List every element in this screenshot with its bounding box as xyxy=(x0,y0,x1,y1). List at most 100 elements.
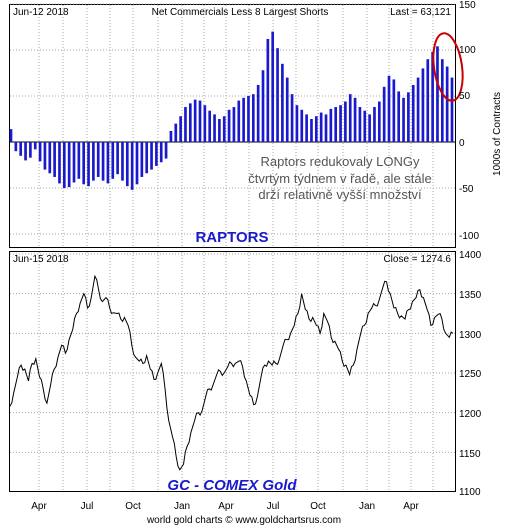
raptors-bar xyxy=(242,97,245,142)
bottom-y-tick: 1400 xyxy=(459,250,482,261)
raptors-bar xyxy=(179,116,182,142)
raptors-bar xyxy=(416,77,420,142)
raptors-bar xyxy=(184,107,187,142)
raptors-bar xyxy=(247,96,250,142)
raptors-bar xyxy=(116,142,119,175)
top-y-tick: 100 xyxy=(459,45,476,56)
raptors-bar xyxy=(285,77,289,142)
x-tick: Jan xyxy=(359,501,375,512)
raptors-bar xyxy=(387,75,391,142)
raptors-bar xyxy=(392,79,396,142)
bottom-y-tick: 1200 xyxy=(459,409,482,420)
raptors-bar xyxy=(397,91,401,142)
raptors-bar xyxy=(203,105,207,142)
raptors-bar xyxy=(377,101,381,142)
raptors-bar xyxy=(358,107,362,142)
raptors-bar xyxy=(77,142,81,179)
raptors-bar xyxy=(33,142,37,150)
raptors-bar xyxy=(43,142,47,170)
x-tick: Jan xyxy=(174,501,190,512)
raptors-bar xyxy=(208,110,212,142)
raptors-bar xyxy=(135,142,139,185)
raptors-bar xyxy=(62,142,66,188)
raptors-bar xyxy=(24,142,27,161)
raptors-bar xyxy=(87,142,90,187)
bottom-y-axis: 1400 1350 1300 1250 1200 1150 1100 xyxy=(459,250,482,498)
bottom-y-tick: 1300 xyxy=(459,330,482,341)
top-y-tick: -50 xyxy=(459,184,474,195)
raptors-bar xyxy=(53,142,56,177)
raptors-bar xyxy=(227,109,231,142)
raptors-bar xyxy=(305,114,308,142)
raptors-bar xyxy=(169,130,173,142)
raptors-bar xyxy=(368,114,371,142)
raptors-bar xyxy=(193,99,197,142)
raptors-bar xyxy=(198,100,202,142)
raptors-bar xyxy=(232,107,236,142)
top-last-label: Last = 63,121 xyxy=(390,7,451,18)
bottom-panel-name: GC - COMEX Gold xyxy=(167,477,297,494)
raptors-bar xyxy=(92,142,95,181)
raptors-bar xyxy=(436,46,439,142)
top-gridlines xyxy=(10,3,455,235)
raptors-bar xyxy=(125,142,129,187)
raptors-bar xyxy=(261,70,265,142)
raptors-bar xyxy=(276,48,279,142)
raptors-bar xyxy=(319,112,323,142)
raptors-bar xyxy=(426,59,430,143)
top-y-axis-label: 1000s of Contracts xyxy=(492,92,503,176)
raptors-bar xyxy=(266,38,270,142)
raptors-bar xyxy=(82,142,86,185)
raptors-bar xyxy=(9,129,13,142)
raptors-bar xyxy=(421,68,425,142)
top-date-label: Jun-12 2018 xyxy=(13,7,69,18)
x-tick: Jul xyxy=(81,501,94,512)
raptors-bar xyxy=(111,142,115,179)
raptors-bar xyxy=(14,142,18,152)
top-y-tick: -100 xyxy=(459,231,479,242)
raptors-bar xyxy=(237,100,241,142)
top-y-tick: 150 xyxy=(459,0,476,11)
bottom-gridlines xyxy=(10,253,455,453)
top-chart-title: Net Commercials Less 8 Largest Shorts xyxy=(152,7,329,18)
annotation-line-2: čtvrtým týdnem v řadě, ale stále xyxy=(248,171,432,186)
raptors-bar xyxy=(295,105,299,142)
raptors-bar xyxy=(130,142,134,190)
bottom-y-tick: 1250 xyxy=(459,369,482,380)
raptors-bar xyxy=(382,86,386,142)
bottom-panel-frame xyxy=(9,251,456,492)
annotation-line-3: drží relativně vyšší množství xyxy=(258,187,422,202)
raptors-bar xyxy=(159,142,163,163)
raptors-bar xyxy=(155,142,158,166)
raptors-bar xyxy=(431,51,434,143)
raptors-bar xyxy=(339,105,342,142)
annotation-line-1: Raptors redukovaly LONGy xyxy=(261,154,420,169)
raptors-bar xyxy=(324,114,328,142)
raptors-bar xyxy=(72,142,76,183)
raptors-bar xyxy=(145,142,149,174)
x-tick: Apr xyxy=(218,501,234,512)
bottom-y-tick: 1350 xyxy=(459,290,482,301)
raptors-bar xyxy=(314,116,318,142)
raptors-bar xyxy=(334,107,338,142)
raptors-bar xyxy=(218,119,221,142)
raptors-bar xyxy=(440,59,444,143)
raptors-bar xyxy=(67,142,71,188)
raptors-bar xyxy=(164,142,168,159)
raptors-bar xyxy=(281,63,284,142)
raptors-bar xyxy=(101,142,105,181)
raptors-bar xyxy=(290,94,294,142)
raptors-bar xyxy=(140,142,144,177)
x-axis: Apr Jul Oct Jan Apr Jul Oct Jan Apr xyxy=(31,501,419,512)
x-tick: Oct xyxy=(310,501,326,512)
raptors-bar xyxy=(150,142,153,170)
raptors-bar xyxy=(363,110,367,142)
bottom-date-label: Jun-15 2018 xyxy=(13,254,69,265)
raptors-bar xyxy=(344,101,347,142)
raptors-bar xyxy=(407,92,410,142)
raptors-bar xyxy=(329,108,333,142)
x-tick: Jul xyxy=(267,501,280,512)
bottom-y-tick: 1100 xyxy=(459,487,481,498)
raptors-bar xyxy=(411,84,415,142)
raptors-bar xyxy=(353,97,357,142)
